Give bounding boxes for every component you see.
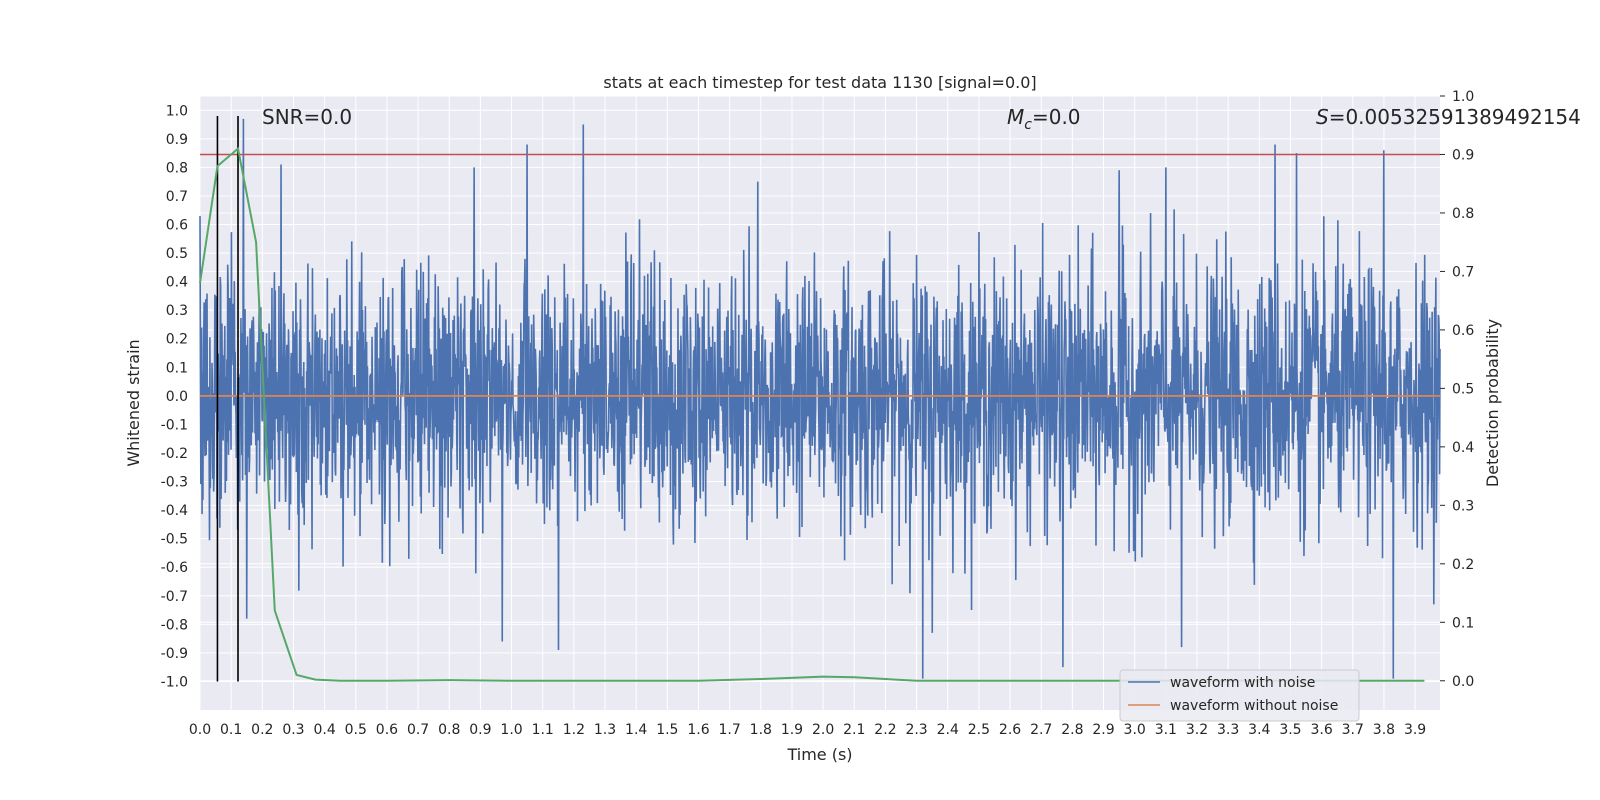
y-tick-label: 0.3 bbox=[166, 303, 188, 319]
score-annotation: S=0.00532591389492154 bbox=[1316, 105, 1581, 129]
chirp-mass-annotation: Mc=0.0 bbox=[1007, 105, 1081, 133]
y-tick-label: 0.2 bbox=[166, 332, 188, 348]
x-tick-label: 0.5 bbox=[345, 722, 367, 738]
x-tick-label: 2.8 bbox=[1061, 722, 1083, 738]
x-tick-label: 1.7 bbox=[719, 722, 741, 738]
x-tick-label: 2.5 bbox=[968, 722, 990, 738]
legend-label-waveform-without-noise: waveform without noise bbox=[1170, 698, 1338, 714]
x-tick-label: 3.5 bbox=[1279, 722, 1301, 738]
legend: waveform with noise waveform without noi… bbox=[1119, 669, 1360, 722]
x-tick-label: 3.8 bbox=[1373, 722, 1395, 738]
x-tick-label: 3.3 bbox=[1217, 722, 1239, 738]
y2-tick-label: 0.8 bbox=[1452, 206, 1474, 222]
y2-tick-label: 0.0 bbox=[1452, 674, 1474, 690]
y2-tick-label: 0.6 bbox=[1452, 323, 1474, 339]
y-tick-label: 0.7 bbox=[166, 189, 188, 205]
score-value: =0.00532591389492154 bbox=[1329, 105, 1581, 129]
x-tick-label: 0.8 bbox=[438, 722, 460, 738]
y-tick-label: -0.8 bbox=[161, 617, 188, 633]
y2-axis-label: Detection probability bbox=[1483, 319, 1502, 487]
x-tick-label: 2.9 bbox=[1092, 722, 1114, 738]
y-tick-label: -0.6 bbox=[161, 560, 188, 576]
x-tick-label: 1.8 bbox=[750, 722, 772, 738]
y2-tick-label: 0.5 bbox=[1452, 381, 1474, 397]
y2-tick-label: 0.7 bbox=[1452, 264, 1474, 280]
y2-tick-label: 0.4 bbox=[1452, 440, 1474, 456]
y-tick-label: -0.7 bbox=[161, 589, 188, 605]
x-tick-label: 2.7 bbox=[1030, 722, 1052, 738]
x-tick-label: 2.4 bbox=[937, 722, 959, 738]
y-tick-label: 0.8 bbox=[166, 160, 188, 176]
x-tick-label: 0.6 bbox=[376, 722, 398, 738]
y-tick-label: -0.2 bbox=[161, 446, 188, 462]
x-tick-label: 1.0 bbox=[500, 722, 522, 738]
x-tick-label: 1.1 bbox=[532, 722, 554, 738]
x-axis-label: Time (s) bbox=[786, 745, 852, 764]
y-axis-label: Whitened strain bbox=[124, 339, 143, 466]
y2-tick-label: 0.3 bbox=[1452, 498, 1474, 514]
chirp-mass-subscript: c bbox=[1024, 117, 1032, 133]
x-tick-label: 1.5 bbox=[656, 722, 678, 738]
x-tick-label: 2.3 bbox=[905, 722, 927, 738]
series-detection-probability bbox=[199, 146, 1425, 682]
y-tick-label: -0.5 bbox=[161, 532, 188, 548]
x-tick-label: 3.6 bbox=[1310, 722, 1332, 738]
x-tick-label: 1.6 bbox=[687, 722, 709, 738]
y-tick-label: -0.1 bbox=[161, 417, 188, 433]
chart-title: stats at each timestep for test data 113… bbox=[603, 73, 1036, 92]
y-tick-label: 0.6 bbox=[166, 218, 188, 234]
y-tick-label: 0.1 bbox=[166, 360, 188, 376]
y-tick-label: 0.4 bbox=[166, 275, 188, 291]
x-tick-label: 3.2 bbox=[1186, 722, 1208, 738]
x-tick-label: 0.3 bbox=[282, 722, 304, 738]
x-tick-label: 3.1 bbox=[1155, 722, 1177, 738]
x-tick-label: 3.7 bbox=[1342, 722, 1364, 738]
snr-annotation: SNR=0.0 bbox=[262, 105, 352, 129]
x-tick-label: 2.2 bbox=[874, 722, 896, 738]
y2-tick-label: 0.1 bbox=[1452, 615, 1474, 631]
y-tick-label: 0.9 bbox=[166, 132, 188, 148]
y-tick-labels: 1.0 0.9 0.8 0.7 0.6 0.5 0.4 0.3 0.2 0.1 0.0 -0.1 -0.… bbox=[161, 103, 188, 690]
legend-label-waveform-with-noise: waveform with noise bbox=[1170, 675, 1315, 691]
legend-box bbox=[1119, 669, 1360, 722]
chirp-mass-symbol: M bbox=[1007, 105, 1024, 129]
score-symbol: S bbox=[1316, 105, 1329, 129]
y2-tick-label: 0.9 bbox=[1452, 147, 1474, 163]
x-tick-label: 3.9 bbox=[1404, 722, 1426, 738]
x-tick-label: 1.3 bbox=[594, 722, 616, 738]
y-tick-label: -0.3 bbox=[161, 475, 188, 491]
y2-tick-label: 0.2 bbox=[1452, 557, 1474, 573]
x-tick-label: 2.1 bbox=[843, 722, 865, 738]
x-tick-label: 3.0 bbox=[1124, 722, 1146, 738]
y-tick-label: -0.9 bbox=[161, 646, 188, 662]
y-tick-label: 1.0 bbox=[166, 103, 188, 119]
x-tick-label: 0.2 bbox=[251, 722, 273, 738]
y-tick-label: 0.5 bbox=[166, 246, 188, 262]
y-tick-label: -0.4 bbox=[161, 503, 188, 519]
y-tick-label: 0.0 bbox=[166, 389, 188, 405]
y-tick-label: -1.0 bbox=[161, 674, 188, 690]
series-waveform-with-noise bbox=[199, 118, 1441, 679]
x-tick-label: 0.1 bbox=[220, 722, 242, 738]
x-tick-label: 3.4 bbox=[1248, 722, 1270, 738]
y2-tick-label: 1.0 bbox=[1452, 89, 1474, 105]
marker-lines bbox=[216, 115, 239, 682]
chirp-mass-value: =0.0 bbox=[1032, 105, 1081, 129]
x-tick-label: 0.9 bbox=[469, 722, 491, 738]
x-tick-label: 1.4 bbox=[625, 722, 647, 738]
x-tick-label: 1.2 bbox=[563, 722, 585, 738]
x-tick-label: 0.0 bbox=[189, 722, 211, 738]
x-tick-label: 1.9 bbox=[781, 722, 803, 738]
y2-tick-labels: 1.0 0.9 0.8 0.7 0.6 0.5 0.4 0.3 0.2 0.1 0.0 bbox=[1440, 89, 1474, 690]
x-tick-label: 2.0 bbox=[812, 722, 834, 738]
x-tick-label: 0.7 bbox=[407, 722, 429, 738]
x-tick-label: 0.4 bbox=[313, 722, 335, 738]
x-tick-label: 2.6 bbox=[999, 722, 1021, 738]
x-tick-labels: 0.0 0.1 0.2 0.3 0.4 0.5 0.6 0.7 0.8 0.9 1.0 1.1 1.2 1… bbox=[189, 722, 1426, 738]
series-layer bbox=[199, 115, 1441, 682]
